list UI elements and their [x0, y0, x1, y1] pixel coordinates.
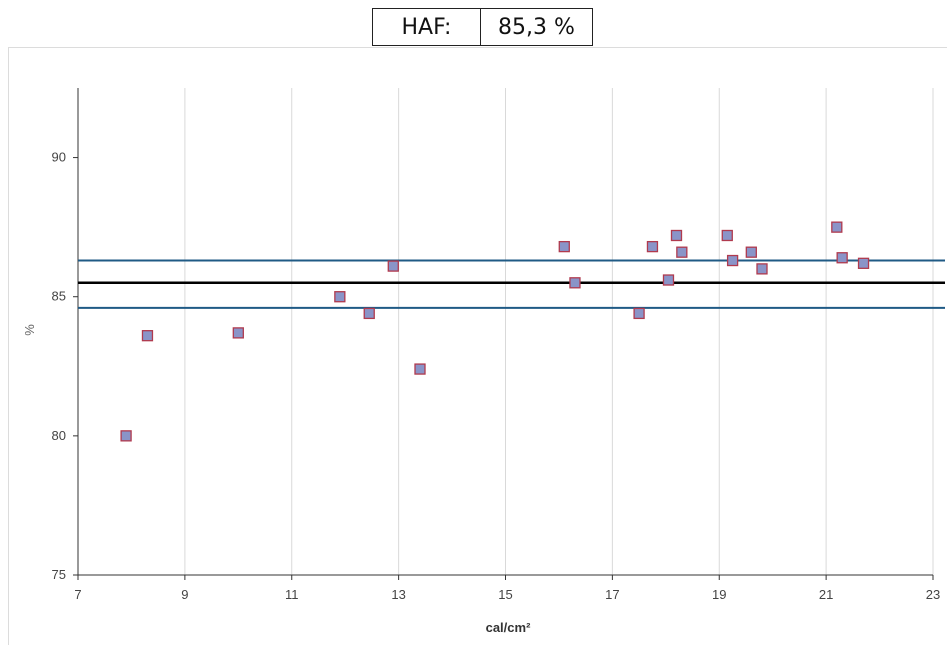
data-point	[662, 274, 675, 286]
x-tick-label: 21	[819, 587, 833, 602]
reference-lines	[78, 259, 945, 309]
chart-frame	[8, 47, 947, 645]
y-tick-label: 75	[52, 567, 66, 582]
data-point	[363, 307, 375, 320]
x-tick-label: 9	[181, 587, 188, 602]
data-point	[569, 277, 581, 289]
haf-value: 85,3 %	[498, 14, 575, 40]
data-points	[120, 221, 870, 442]
data-point	[120, 430, 132, 442]
y-axis-title: %	[22, 324, 37, 336]
data-point	[670, 229, 683, 242]
data-point	[721, 229, 733, 242]
data-point	[745, 246, 757, 258]
grid-lines	[184, 88, 934, 575]
x-tick-label: 7	[74, 587, 81, 602]
x-tick-labels: 7 9 11 13 15 17 19 21 23	[74, 575, 940, 602]
x-tick-label: 23	[926, 587, 940, 602]
haf-label: HAF:	[373, 9, 481, 45]
y-tick-label: 90	[52, 150, 66, 165]
data-point	[831, 221, 843, 233]
x-axis-title: cal/cm²	[486, 620, 531, 635]
y-tick-label: 85	[52, 289, 66, 304]
y-tick-labels: 75 80 85 90	[52, 150, 78, 582]
data-point	[558, 240, 570, 253]
data-point	[387, 260, 399, 272]
x-tick-label: 13	[391, 587, 405, 602]
data-point	[141, 330, 154, 342]
data-point	[334, 291, 346, 303]
x-tick-label: 11	[285, 587, 299, 602]
x-tick-label: 15	[498, 587, 512, 602]
data-point	[414, 363, 426, 375]
y-tick-label: 80	[52, 428, 66, 443]
haf-summary-box: HAF: 85,3 %	[372, 8, 593, 46]
x-tick-label: 19	[712, 587, 726, 602]
data-point	[857, 257, 870, 269]
data-point	[676, 246, 688, 258]
data-point	[756, 263, 768, 275]
x-tick-label: 17	[605, 587, 619, 602]
data-point	[646, 240, 659, 253]
data-point	[633, 307, 645, 320]
data-point	[232, 327, 244, 339]
data-point	[726, 254, 739, 267]
data-point	[836, 252, 848, 264]
